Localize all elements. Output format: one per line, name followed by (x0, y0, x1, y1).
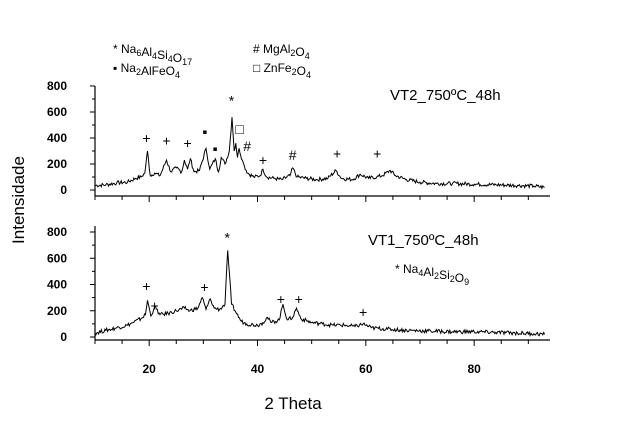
phase-marker: ▪ (213, 140, 218, 156)
y-tick-label: 400 (47, 278, 67, 292)
panel-label-vt2: VT2_750ºC_48h (390, 87, 501, 104)
legend-marker: # (253, 42, 263, 56)
y-tick-label: 200 (47, 304, 67, 318)
phase-marker: + (277, 291, 285, 307)
phase-marker: + (184, 135, 192, 151)
phase-marker: + (373, 146, 381, 162)
legend-entry-znfe2o4: □ ZnFe2O4 (253, 61, 311, 80)
phase-marker: + (259, 152, 267, 168)
y-tick-label: 600 (47, 251, 67, 265)
y-axis-title: Intensidade (9, 156, 28, 244)
phase-marker: + (162, 133, 170, 149)
phase-marker: □ (235, 121, 244, 137)
legend-marker: ▪ (113, 61, 121, 75)
legend-marker: □ (253, 61, 264, 75)
x-tick-label: 40 (251, 362, 265, 376)
panel-label-vt1: VT1_750ºC_48h (368, 232, 479, 249)
y-tick-label: 0 (60, 183, 67, 197)
y-tick-label: 0 (60, 330, 67, 344)
phase-marker: ▪ (202, 124, 207, 140)
phase-marker: # (243, 138, 251, 154)
y-tick-label: 200 (47, 157, 67, 171)
y-tick-label: 400 (47, 131, 67, 145)
legend-entry-mgal2o4: # MgAl2O4 (253, 42, 310, 61)
legend-entry-na6al4si4o17: * Na6Al4Si4O17 (113, 42, 192, 67)
legend-marker: * (395, 262, 403, 276)
phase-marker: + (200, 279, 208, 295)
phase-marker: + (333, 146, 341, 162)
phase-marker: # (289, 147, 297, 163)
diffraction-trace-vt2 (95, 117, 545, 190)
x-tick-label: 80 (467, 362, 481, 376)
phase-marker: + (295, 291, 303, 307)
phase-marker: + (359, 304, 367, 320)
legend-entry-na4al2si2o9: * Na4Al2Si2O9 (395, 262, 469, 287)
phase-legend: * Na6Al4Si4O17 # MgAl2O4 ▪ Na2AlFeO4 □ Z… (113, 42, 311, 80)
y-tick-label: 600 (47, 105, 67, 119)
phase-marker: + (150, 298, 158, 314)
x-axis-title: 2 Theta (264, 394, 322, 413)
x-tick-label: 20 (142, 362, 156, 376)
diffraction-trace-vt1 (94, 250, 546, 338)
phase-marker: * (229, 92, 235, 108)
legend-marker: * (113, 42, 121, 56)
y-tick-label: 800 (47, 225, 67, 239)
x-tick-label: 60 (359, 362, 373, 376)
phase-marker: * (224, 229, 230, 245)
y-tick-label: 800 (47, 79, 67, 93)
phase-marker: + (142, 130, 150, 146)
phase-marker: + (142, 278, 150, 294)
legend-entry-na2alfeo4: ▪ Na2AlFeO4 (113, 61, 180, 80)
